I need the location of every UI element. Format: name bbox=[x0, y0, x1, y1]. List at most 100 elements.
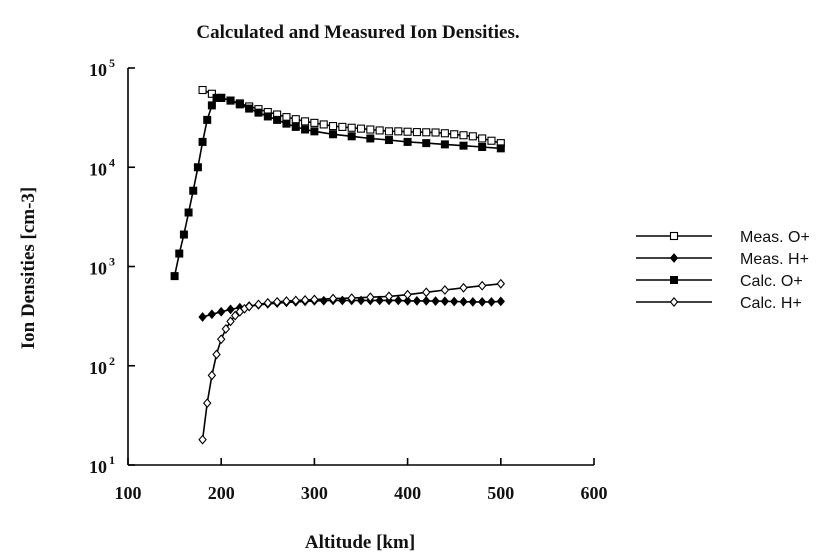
data-point-calc-h bbox=[221, 323, 231, 334]
y-tick-label-exponent: 1 bbox=[109, 453, 115, 467]
data-point-legend-marker-meas-o bbox=[669, 231, 679, 241]
y-axis-label: Ion Densities [cm-3] bbox=[18, 187, 39, 350]
data-point-meas-o bbox=[356, 124, 366, 133]
data-point-meas-o bbox=[207, 89, 216, 98]
data-point-calc-o bbox=[254, 108, 263, 117]
x-axis-label: Altitude [km] bbox=[305, 532, 415, 553]
data-point-legend-marker-calc-o bbox=[670, 276, 678, 284]
data-point-meas-h bbox=[403, 296, 412, 306]
data-point-meas-o bbox=[394, 127, 403, 136]
x-tick-label: 600 bbox=[581, 483, 608, 503]
data-point-meas-h bbox=[217, 306, 226, 317]
data-point-meas-h bbox=[319, 295, 328, 306]
data-point-calc-h bbox=[477, 280, 487, 291]
x-tick-label: 500 bbox=[487, 483, 514, 503]
data-point-calc-h bbox=[328, 293, 338, 304]
data-point-calc-o bbox=[263, 112, 272, 121]
data-point-calc-o bbox=[384, 136, 393, 145]
y-tick-label-exponent: 3 bbox=[109, 255, 115, 269]
data-point-meas-h bbox=[478, 297, 487, 307]
data-point-meas-h bbox=[459, 296, 468, 307]
data-point-meas-h bbox=[198, 312, 207, 322]
x-ticks: 100 200 300 400 500 600 bbox=[115, 458, 608, 503]
data-point-meas-h bbox=[431, 296, 440, 306]
data-point-calc-h bbox=[212, 349, 221, 360]
data-point-calc-o bbox=[179, 230, 188, 239]
data-point-meas-o bbox=[431, 128, 440, 137]
data-point-calc-h bbox=[310, 294, 319, 305]
data-point-calc-o bbox=[170, 272, 179, 281]
data-point-calc-o bbox=[245, 104, 254, 113]
data-point-meas-h bbox=[450, 296, 459, 307]
data-point-meas-h bbox=[356, 295, 366, 306]
data-point-meas-o bbox=[375, 126, 384, 135]
data-point-calc-h bbox=[254, 299, 263, 310]
data-point-calc-o bbox=[175, 249, 184, 258]
data-point-calc-h bbox=[347, 293, 356, 304]
data-point-meas-o bbox=[328, 122, 338, 131]
y-tick-label-base: 10 bbox=[89, 259, 107, 279]
data-point-calc-h bbox=[230, 310, 240, 321]
data-point-meas-o bbox=[338, 122, 347, 131]
data-point-calc-o bbox=[440, 140, 449, 149]
data-point-meas-o bbox=[412, 128, 421, 137]
series-line-calc-o bbox=[173, 97, 501, 277]
x-tick-label: 300 bbox=[301, 483, 328, 503]
data-point-calc-o bbox=[207, 101, 216, 110]
data-point-meas-o bbox=[291, 115, 300, 124]
data-point-calc-h bbox=[244, 301, 254, 312]
data-point-calc-o bbox=[310, 127, 319, 136]
data-point-legend-marker-meas-h bbox=[669, 253, 679, 263]
data-point-calc-h bbox=[226, 316, 235, 327]
data-point-calc-o bbox=[403, 137, 412, 146]
data-point-calc-o bbox=[366, 134, 375, 143]
data-point-calc-o bbox=[226, 96, 235, 105]
data-point-meas-h bbox=[496, 296, 505, 307]
y-tick-label-exponent: 4 bbox=[109, 155, 115, 169]
data-point-calc-o bbox=[291, 122, 300, 131]
data-point-calc-h bbox=[366, 292, 375, 303]
data-point-calc-h bbox=[198, 434, 207, 445]
data-point-calc-h bbox=[272, 296, 282, 307]
data-point-meas-o bbox=[366, 125, 375, 134]
data-point-meas-h bbox=[468, 297, 477, 307]
y-tick-label-base: 10 bbox=[89, 358, 107, 378]
data-point-meas-h bbox=[422, 296, 431, 306]
data-point-calc-h bbox=[440, 285, 450, 295]
data-point-meas-o bbox=[347, 123, 356, 132]
legend-label: Meas. H+ bbox=[740, 251, 809, 268]
data-point-meas-o bbox=[459, 131, 468, 140]
data-point-calc-o bbox=[273, 115, 282, 124]
data-point-calc-o bbox=[235, 100, 244, 109]
data-point-meas-o bbox=[282, 113, 291, 122]
y-tick-label-base: 10 bbox=[89, 60, 107, 80]
chart-title: Calculated and Measured Ion Densities. bbox=[196, 22, 519, 43]
y-tick-label-base: 10 bbox=[89, 159, 107, 179]
data-point-meas-o bbox=[440, 129, 449, 138]
data-point-calc-o bbox=[193, 163, 202, 172]
data-point-meas-o bbox=[403, 127, 412, 136]
data-point-calc-o bbox=[203, 115, 212, 124]
series-points bbox=[170, 85, 506, 445]
data-point-calc-h bbox=[403, 289, 412, 300]
data-point-calc-h bbox=[384, 291, 394, 302]
data-point-meas-o bbox=[487, 136, 496, 145]
data-point-meas-h bbox=[487, 297, 496, 307]
data-point-calc-h bbox=[207, 370, 217, 381]
x-tick-label: 400 bbox=[394, 483, 421, 503]
data-point-legend-marker-calc-h bbox=[669, 297, 679, 307]
legend-label: Meas. O+ bbox=[740, 229, 810, 246]
legend-item-calc-o: Calc. O+ bbox=[636, 273, 803, 290]
series-markers-calc-o bbox=[170, 93, 505, 281]
data-point-calc-h bbox=[496, 278, 506, 289]
data-point-calc-o bbox=[459, 141, 468, 150]
data-point-calc-o bbox=[282, 119, 291, 128]
data-point-calc-h bbox=[263, 297, 273, 308]
data-point-meas-h bbox=[375, 295, 384, 306]
data-point-calc-h bbox=[459, 282, 468, 293]
series-markers-calc-h bbox=[198, 278, 506, 445]
data-point-meas-o bbox=[422, 128, 431, 137]
data-point-calc-h bbox=[300, 295, 310, 305]
